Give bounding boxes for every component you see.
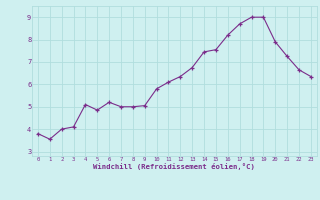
X-axis label: Windchill (Refroidissement éolien,°C): Windchill (Refroidissement éolien,°C) [93, 163, 255, 170]
